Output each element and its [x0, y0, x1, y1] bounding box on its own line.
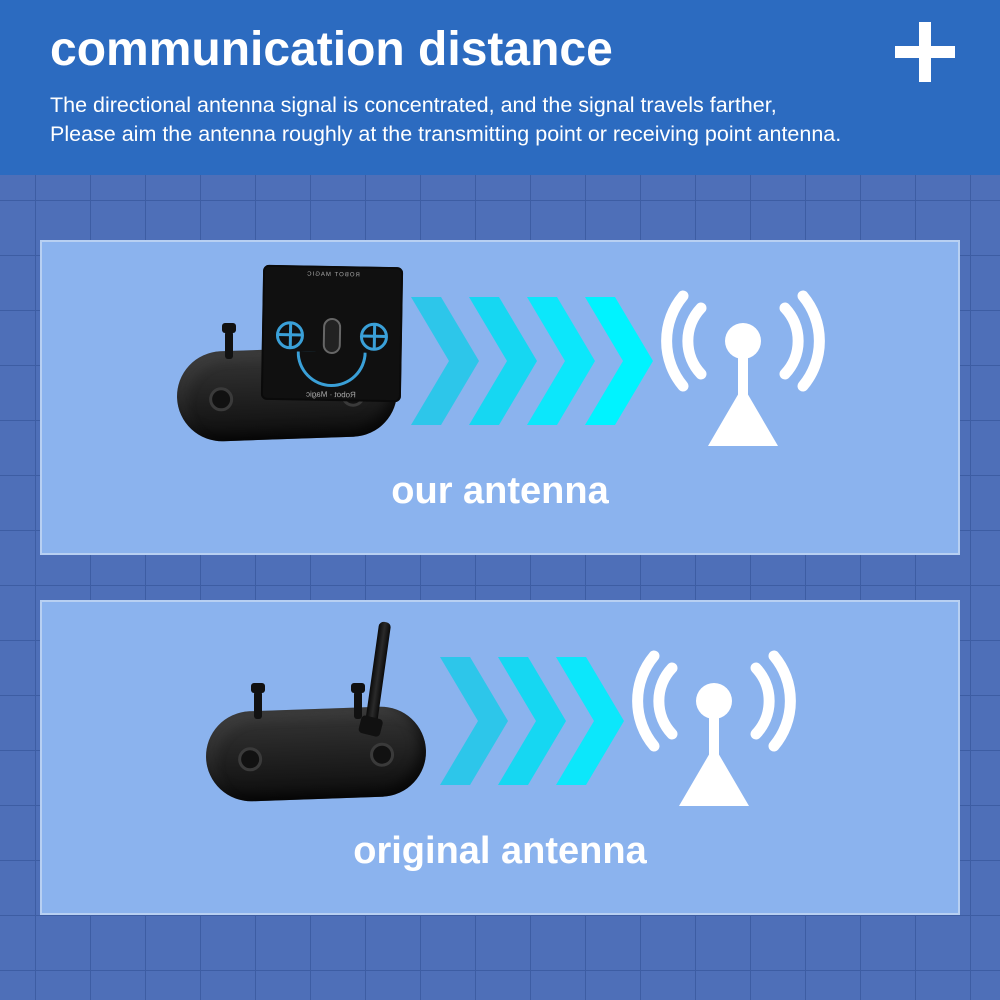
- plus-icon: [895, 22, 955, 82]
- panel-our-antenna: ROBOT MAGIC Robot · Magic: [40, 240, 960, 555]
- signal-tower-icon: [653, 266, 833, 456]
- directional-antenna-card: ROBOT MAGIC Robot · Magic: [261, 265, 403, 402]
- panel-bot-label: original antenna: [353, 830, 646, 873]
- chevron-icon: [581, 291, 659, 431]
- header: communication distance The directional a…: [0, 0, 1000, 175]
- controller-original-antenna: [196, 631, 456, 811]
- chevron-icon: [552, 651, 630, 791]
- panel-top-label: our antenna: [391, 470, 608, 513]
- controller-our-antenna: ROBOT MAGIC Robot · Magic: [167, 271, 427, 451]
- signal-tower-icon: [624, 626, 804, 816]
- panel-top-row: ROBOT MAGIC Robot · Magic: [42, 256, 958, 466]
- description-line-1: The directional antenna signal is concen…: [50, 93, 777, 117]
- panel-bot-row: [42, 616, 958, 826]
- signal-chevrons-bot: [456, 631, 630, 811]
- signal-chevrons-top: [427, 271, 659, 451]
- description: The directional antenna signal is concen…: [50, 91, 950, 149]
- description-line-2: Please aim the antenna roughly at the tr…: [50, 122, 841, 146]
- panel-original-antenna: original antenna: [40, 600, 960, 915]
- page-title: communication distance: [50, 22, 950, 77]
